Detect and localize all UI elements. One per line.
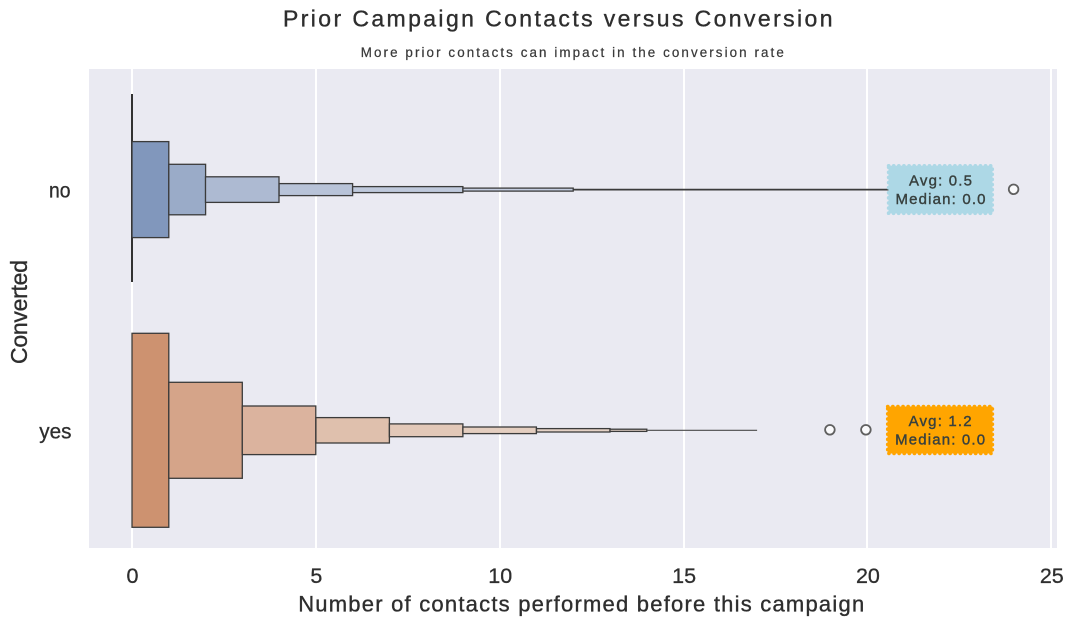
- svg-text:20: 20: [856, 564, 880, 588]
- svg-text:15: 15: [672, 564, 696, 588]
- svg-text:Number of contacts performed b: Number of contacts performed before this…: [298, 591, 864, 616]
- svg-text:Median: 0.0: Median: 0.0: [895, 432, 985, 449]
- svg-text:25: 25: [1040, 564, 1064, 588]
- svg-text:0: 0: [127, 564, 139, 588]
- svg-text:10: 10: [488, 564, 512, 588]
- svg-text:5: 5: [310, 564, 322, 588]
- svg-text:Prior Campaign Contacts versus: Prior Campaign Contacts versus Conversio…: [283, 5, 833, 31]
- svg-text:Avg: 0.5: Avg: 0.5: [909, 172, 972, 189]
- svg-text:Converted: Converted: [6, 260, 32, 364]
- svg-text:More prior contacts can impact: More prior contacts can impact in the co…: [361, 45, 784, 60]
- svg-text:Median: 0.0: Median: 0.0: [896, 191, 986, 208]
- svg-text:Avg: 1.2: Avg: 1.2: [909, 413, 972, 430]
- svg-text:no: no: [49, 179, 71, 203]
- svg-text:yes: yes: [39, 420, 71, 444]
